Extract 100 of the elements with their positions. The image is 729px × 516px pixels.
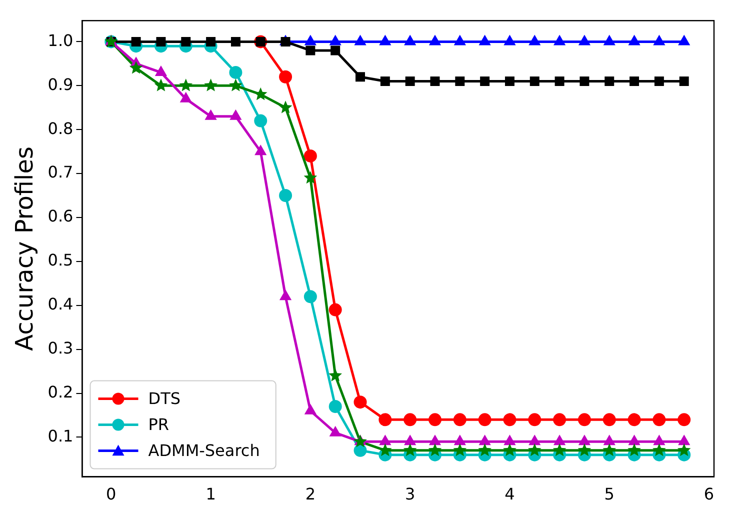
point xyxy=(129,61,143,74)
point xyxy=(254,114,268,128)
point xyxy=(304,149,317,162)
point xyxy=(654,76,664,86)
point xyxy=(530,76,540,86)
point xyxy=(204,78,218,92)
x-tick-label: 2 xyxy=(305,484,316,504)
point xyxy=(479,435,491,446)
point xyxy=(504,35,516,46)
point xyxy=(679,76,689,86)
point xyxy=(578,35,590,46)
point xyxy=(528,443,542,456)
point xyxy=(279,70,292,84)
x-tick-label: 1 xyxy=(206,484,216,504)
point xyxy=(478,413,492,426)
point xyxy=(503,413,516,426)
point xyxy=(354,444,367,457)
x-tick-label: 4 xyxy=(504,484,515,504)
point xyxy=(330,35,342,46)
point xyxy=(404,413,417,426)
point xyxy=(504,76,514,86)
point xyxy=(678,35,690,46)
point xyxy=(479,35,491,46)
point xyxy=(454,435,466,446)
point xyxy=(354,396,367,409)
point xyxy=(478,443,492,456)
point xyxy=(429,435,441,446)
point xyxy=(455,76,465,86)
point xyxy=(454,35,466,46)
point xyxy=(654,35,665,46)
point xyxy=(304,404,316,414)
point xyxy=(254,145,266,156)
point xyxy=(404,35,416,46)
point xyxy=(229,66,242,79)
point xyxy=(356,72,365,82)
y-tick-label: 0.6 xyxy=(48,206,74,226)
point xyxy=(604,76,614,86)
point xyxy=(602,443,616,456)
point xyxy=(354,35,366,46)
point xyxy=(230,110,242,120)
point xyxy=(428,443,442,456)
y-tick-label: 0.4 xyxy=(48,294,74,314)
point xyxy=(602,413,616,426)
point xyxy=(181,36,191,46)
x-tick-label: 6 xyxy=(704,484,714,504)
point xyxy=(328,368,342,382)
point xyxy=(528,413,542,426)
point xyxy=(580,76,590,86)
y-tick-label: 0.8 xyxy=(48,118,74,138)
point xyxy=(328,400,342,413)
y-tick-label: 0.9 xyxy=(48,74,74,94)
y-tick-label: 0.1 xyxy=(48,426,74,446)
point xyxy=(453,443,467,456)
point xyxy=(304,290,317,304)
point xyxy=(379,435,391,446)
x-tick-label: 0 xyxy=(106,484,116,504)
point xyxy=(280,290,292,300)
point xyxy=(480,76,490,86)
point xyxy=(206,36,216,46)
point xyxy=(379,35,391,46)
point xyxy=(628,35,640,46)
point xyxy=(180,92,192,102)
point xyxy=(328,303,342,316)
point xyxy=(503,443,516,456)
point xyxy=(578,413,591,426)
legend-label: PR xyxy=(148,414,170,434)
y-tick-label: 0.3 xyxy=(48,338,74,358)
point xyxy=(604,35,616,46)
point xyxy=(155,66,167,76)
point xyxy=(430,76,440,86)
point xyxy=(404,435,416,446)
point xyxy=(428,413,442,426)
point xyxy=(677,443,691,456)
y-tick-label: 0.2 xyxy=(48,382,74,402)
point xyxy=(429,35,441,46)
point xyxy=(504,435,516,446)
point xyxy=(229,78,242,92)
point xyxy=(678,413,691,426)
point xyxy=(230,36,240,46)
point xyxy=(405,76,415,86)
point xyxy=(330,46,340,56)
point xyxy=(278,100,292,114)
x-tick-label: 3 xyxy=(404,484,416,504)
point xyxy=(554,76,564,86)
point xyxy=(628,435,640,446)
point xyxy=(554,35,566,46)
point xyxy=(304,35,316,46)
point xyxy=(578,435,590,446)
point xyxy=(652,413,666,426)
point xyxy=(678,435,690,446)
point xyxy=(179,78,193,92)
y-tick-label: 0.7 xyxy=(48,162,74,182)
point xyxy=(279,189,292,202)
point xyxy=(554,435,566,446)
y-axis-title: Accuracy Profiles xyxy=(10,146,39,351)
point xyxy=(403,443,417,456)
point xyxy=(628,413,641,426)
point xyxy=(453,413,466,426)
point xyxy=(628,443,641,456)
point xyxy=(528,35,540,46)
